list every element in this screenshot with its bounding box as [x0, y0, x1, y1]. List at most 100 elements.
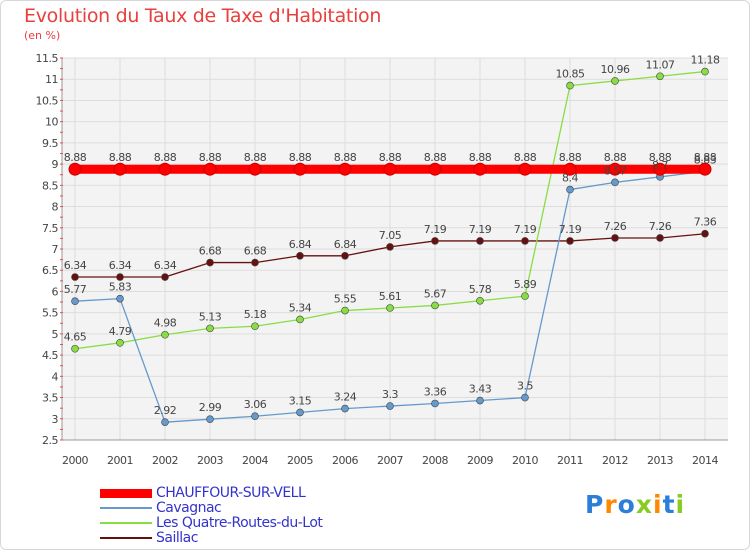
y-tick-label: 11.5	[36, 52, 59, 65]
legend-swatch-quatre-routes	[100, 522, 152, 524]
data-point-1	[386, 402, 394, 410]
proxiti-logo: Proxiti	[585, 490, 685, 519]
data-point-2	[476, 296, 484, 305]
data-point-2	[566, 81, 574, 90]
data-point-2	[656, 72, 664, 81]
data-point-3	[521, 237, 529, 245]
x-tick-label: 2005	[287, 454, 313, 467]
data-label-3: 7.19	[424, 223, 447, 236]
data-label-1: 2.92	[154, 404, 177, 417]
y-tick-label: 11	[45, 73, 58, 86]
data-label-1: 3.36	[424, 385, 447, 398]
x-tick-label: 2008	[422, 454, 448, 467]
x-tick-label: 2001	[107, 454, 133, 467]
y-tick-label: 6.5	[42, 264, 58, 277]
data-point-2	[251, 322, 259, 331]
data-label-1: 8.7	[652, 159, 668, 172]
data-label-2: 5.61	[379, 290, 402, 303]
data-point-3	[386, 243, 394, 251]
data-point-0	[113, 162, 127, 176]
data-point-0	[608, 162, 622, 176]
y-tick-label: 7	[52, 243, 59, 256]
data-label-3: 7.19	[559, 223, 582, 236]
data-label-3: 6.84	[289, 238, 312, 251]
y-tick-label: 5	[52, 328, 59, 341]
data-label-2: 5.34	[289, 301, 312, 314]
legend-swatch-chauffour	[100, 488, 152, 498]
data-point-2	[206, 324, 214, 333]
data-point-0	[473, 162, 487, 176]
data-point-2	[611, 77, 619, 85]
legend-label-chauffour: CHAUFFOUR-SUR-VELL	[156, 485, 306, 501]
data-label-2: 5.55	[334, 293, 357, 306]
data-label-1: 3.43	[469, 383, 492, 396]
data-point-1	[431, 399, 439, 408]
x-tick-label: 2012	[602, 454, 628, 467]
data-label-0: 8.88	[289, 151, 312, 164]
data-point-2	[521, 292, 529, 300]
data-point-1	[116, 294, 124, 303]
data-label-0: 8.88	[559, 151, 582, 164]
legend-swatch-cavagnac	[100, 507, 152, 509]
data-label-3: 7.05	[379, 229, 402, 242]
legend-item-chauffour: CHAUFFOUR-SUR-VELL	[100, 485, 306, 501]
data-label-1: 5.83	[109, 281, 132, 294]
data-label-1: 3.15	[289, 394, 312, 407]
data-label-2: 4.98	[154, 317, 177, 330]
data-label-3: 6.68	[199, 245, 222, 258]
y-tick-label: 4	[52, 370, 59, 383]
x-tick-label: 2006	[332, 454, 358, 467]
data-point-3	[656, 234, 664, 242]
data-label-0: 8.88	[424, 151, 447, 164]
data-label-1: 3.5	[517, 380, 533, 393]
data-point-3	[161, 273, 169, 281]
data-point-2	[341, 306, 349, 315]
data-point-0	[68, 162, 82, 176]
data-point-0	[428, 162, 442, 176]
data-point-1	[251, 412, 259, 421]
data-label-0: 8.88	[244, 151, 267, 164]
data-point-1	[611, 178, 619, 187]
data-label-2: 11.07	[646, 58, 675, 71]
data-point-3	[566, 237, 574, 245]
data-point-2	[701, 67, 709, 76]
data-point-0	[158, 162, 172, 176]
data-label-0: 8.88	[199, 151, 222, 164]
data-label-3: 7.19	[514, 223, 537, 236]
logo-letter: t	[662, 490, 676, 519]
data-label-3: 6.84	[334, 238, 357, 251]
data-label-2: 5.67	[424, 287, 447, 300]
chart-title: Evolution du Taux de Taxe d'Habitation	[24, 5, 382, 27]
y-axis-unit-label: (en %)	[24, 29, 61, 42]
logo-letter: i	[653, 490, 663, 519]
data-point-0	[383, 162, 397, 176]
y-tick-label: 3.5	[42, 392, 58, 405]
y-tick-label: 8.5	[42, 179, 58, 192]
data-label-2: 5.13	[199, 310, 222, 323]
x-tick-label: 2004	[242, 454, 268, 467]
legend-label-saillac: Saillac	[156, 530, 198, 546]
data-point-3	[296, 251, 304, 260]
data-label-3: 7.36	[694, 216, 717, 229]
legend-item-quatre-routes: Les Quatre-Routes-du-Lot	[100, 515, 323, 531]
data-label-0: 8.88	[334, 151, 357, 164]
data-label-1: 8.4	[562, 172, 578, 185]
data-point-1	[296, 408, 304, 417]
data-point-0	[248, 162, 262, 176]
y-tick-label: 3	[52, 413, 59, 426]
data-point-1	[476, 396, 484, 405]
data-label-2: 5.18	[244, 308, 267, 321]
data-point-2	[431, 301, 439, 310]
data-label-3: 7.26	[604, 220, 627, 233]
data-point-0	[338, 162, 352, 176]
x-tick-label: 2000	[62, 454, 88, 467]
logo-letter: o	[617, 490, 636, 519]
data-point-0	[563, 162, 577, 176]
y-tick-label: 10.5	[36, 94, 59, 107]
data-label-2: 4.79	[109, 325, 132, 338]
data-label-3: 7.19	[469, 223, 492, 236]
x-tick-label: 2002	[152, 454, 178, 467]
logo-letter: i	[675, 490, 686, 519]
data-point-2	[161, 330, 169, 339]
